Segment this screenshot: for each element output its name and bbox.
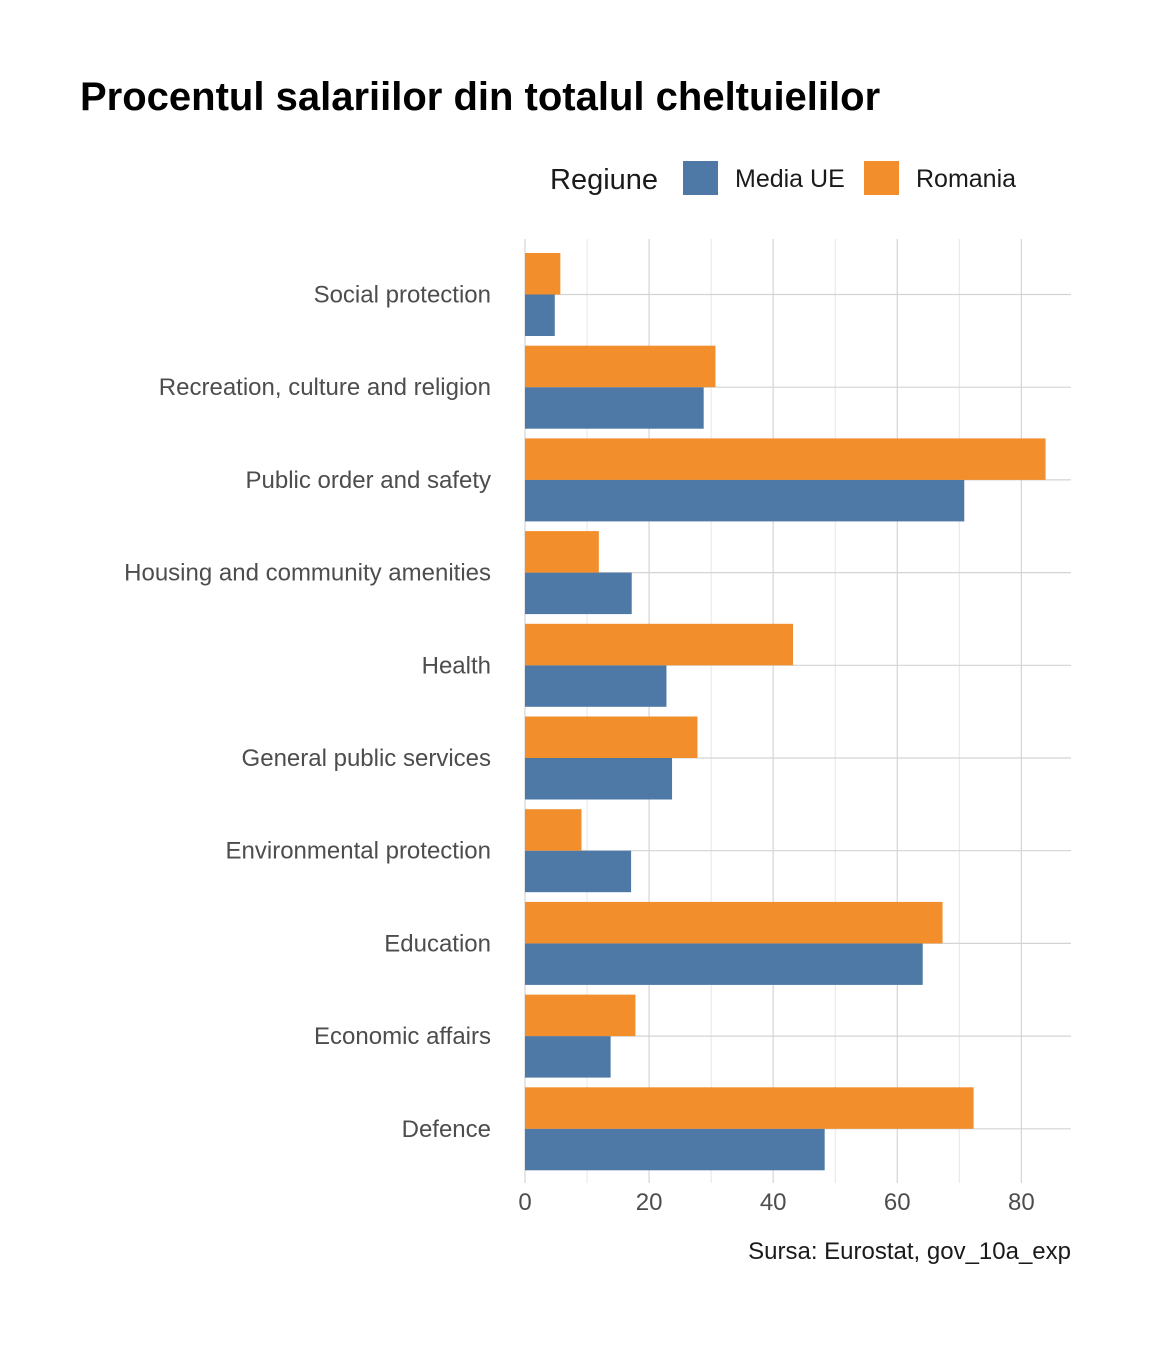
- category-label-health: Health: [422, 652, 491, 679]
- category-label-social-protection: Social protection: [314, 282, 491, 309]
- x-tick-label-60: 60: [884, 1189, 911, 1216]
- x-tick-label-20: 20: [636, 1189, 663, 1216]
- legend-label-romania: Romania: [916, 165, 1016, 193]
- x-tick-label-40: 40: [760, 1189, 787, 1216]
- bar-media-ue-health: [525, 665, 667, 707]
- legend-label-media-ue: Media UE: [735, 165, 845, 193]
- category-label-economic-affairs: Economic affairs: [314, 1023, 491, 1050]
- legend: Regiune Media UE Romania: [550, 161, 1016, 196]
- x-axis-ticks: 0 20 40 60 80: [518, 1189, 1034, 1216]
- chart-title: Procentul salariilor din totalul cheltui…: [80, 75, 880, 119]
- category-label-defence: Defence: [402, 1116, 491, 1143]
- bar-media-ue-recreation-culture-and-religion: [525, 387, 704, 429]
- category-label-public-order-and-safety: Public order and safety: [246, 467, 491, 494]
- category-label-recreation-culture-and-religion: Recreation, culture and religion: [159, 374, 491, 401]
- category-label-housing-and-community-amenities: Housing and community amenities: [124, 560, 491, 587]
- legend-swatch-romania: [864, 161, 899, 195]
- bar-media-ue-education: [525, 943, 923, 985]
- bar-romania-health: [525, 623, 794, 666]
- bar-romania-environmental-protection: [525, 809, 582, 851]
- category-label-general-public-services: General public services: [242, 745, 491, 772]
- x-tick-label-0: 0: [518, 1189, 531, 1216]
- bar-media-ue-environmental-protection: [525, 850, 632, 893]
- bar-romania-public-order-and-safety: [525, 438, 1046, 480]
- bar-romania-social-protection: [525, 253, 561, 295]
- category-labels: Social protection Recreation, culture and…: [124, 282, 491, 1143]
- bar-media-ue-general-public-services: [525, 758, 673, 800]
- legend-swatch-media-ue: [683, 161, 718, 195]
- bar-media-ue-economic-affairs: [525, 1036, 611, 1078]
- bar-media-ue-defence: [525, 1128, 825, 1171]
- bar-romania-general-public-services: [525, 716, 698, 758]
- x-tick-label-80: 80: [1008, 1189, 1035, 1216]
- bar-romania-housing-and-community-amenities: [525, 531, 599, 573]
- category-label-environmental-protection: Environmental protection: [226, 838, 491, 865]
- bar-romania-recreation-culture-and-religion: [525, 345, 716, 388]
- bar-romania-defence: [525, 1087, 974, 1129]
- bar-media-ue-housing-and-community-amenities: [525, 572, 632, 615]
- bar-media-ue-public-order-and-safety: [525, 479, 965, 522]
- bar-media-ue-social-protection: [525, 294, 555, 336]
- bar-romania-education: [525, 901, 943, 944]
- bars: [525, 253, 1046, 1171]
- bar-romania-economic-affairs: [525, 994, 636, 1037]
- chart-caption: Sursa: Eurostat, gov_10a_exp: [748, 1238, 1071, 1265]
- category-label-education: Education: [384, 930, 491, 957]
- legend-title: Regiune: [550, 164, 658, 196]
